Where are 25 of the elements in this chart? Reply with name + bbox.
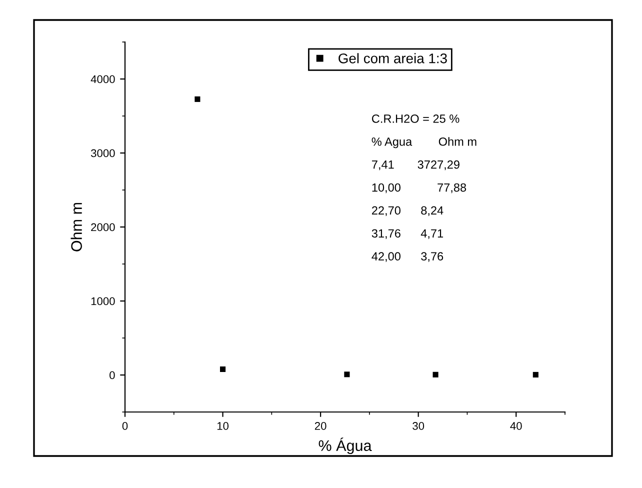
annotation: C.R.H2O = 25 % xyxy=(372,114,460,123)
x-tick-label: 10 xyxy=(217,422,229,430)
annotation: 22,70 8,24 xyxy=(372,206,444,216)
y-tick-label: 3000 xyxy=(90,149,115,158)
y-tick-label: 0 xyxy=(110,371,115,380)
x-tick-label: 0 xyxy=(122,422,128,430)
point xyxy=(532,372,538,378)
x-tick-label: 40 xyxy=(510,422,522,430)
x-tick-label: 30 xyxy=(412,422,424,430)
x-axis-title: % Água xyxy=(318,438,372,454)
annotation: 10,00 77,88 xyxy=(372,183,466,194)
y-tick-label: 2000 xyxy=(91,223,115,232)
legend-label: Gel com areia 1:3 xyxy=(338,53,447,64)
annotation: 31,76 4,71 xyxy=(372,229,444,239)
point xyxy=(432,372,438,378)
point xyxy=(220,366,226,372)
y-axis-title: Ohm m xyxy=(70,202,82,252)
y-tick-label: 1000 xyxy=(91,297,115,306)
annotation: 7,41 3727,29 xyxy=(372,160,460,170)
y-tick-label: 4000 xyxy=(90,75,115,84)
point xyxy=(344,372,350,378)
annotation: % Agua Ohm m xyxy=(372,137,476,148)
x-tick-label: 20 xyxy=(314,422,326,430)
annotation: 42,00 3,76 xyxy=(372,252,444,262)
point xyxy=(194,96,200,102)
